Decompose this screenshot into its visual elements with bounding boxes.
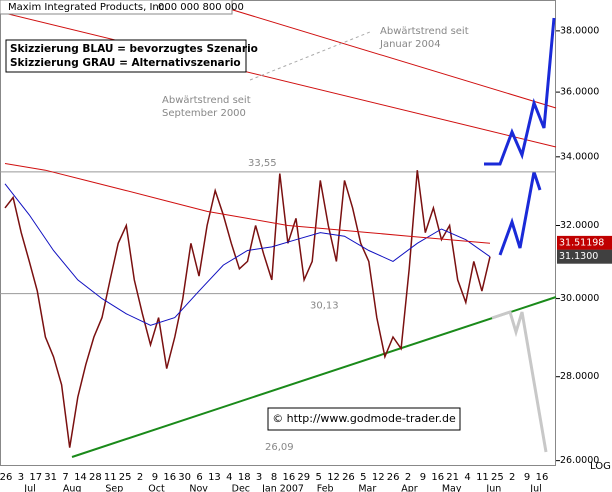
price-label: 31.1300 <box>559 251 598 262</box>
x-tick-label: 16 <box>163 472 176 483</box>
chart-title: Maxim Integrated Products, Inc. <box>8 2 167 13</box>
plot-frame <box>0 0 556 466</box>
x-tick-label: 17 <box>29 472 42 483</box>
legend-text: Skizzierung GRAU = Alternativszenario <box>10 57 241 69</box>
annotation: Abwärtstrend seit September 2000 <box>162 95 251 119</box>
y-tick-label: 38.0000 <box>560 25 599 36</box>
price-label: 31.51198 <box>559 237 604 248</box>
x-tick-label: 16 <box>536 472 549 483</box>
y-tick-label: 32.0000 <box>560 220 599 231</box>
blue-scenario <box>484 17 556 166</box>
x-tick-label: 4 <box>226 472 232 483</box>
x-tick-label: 30 <box>178 472 191 483</box>
y-tick-label: 30.0000 <box>560 293 599 304</box>
x-tick-label: 11 <box>104 472 117 483</box>
x-tick-label: 13 <box>208 472 221 483</box>
price-label-box <box>557 249 612 264</box>
x-tick-label: 26 <box>0 472 12 483</box>
x-tick-label: 31 <box>44 472 57 483</box>
series-line <box>4 170 491 448</box>
title-box <box>0 0 233 15</box>
x-month-label: Oct <box>148 484 165 492</box>
x-tick-label: 29 <box>297 472 310 483</box>
annotation-line: Januar 2004 <box>379 39 441 50</box>
x-month-label: Jul <box>23 484 35 492</box>
x-tick-label: 25 <box>491 472 504 483</box>
grey-scenario <box>491 310 548 453</box>
x-tick-label: 4 <box>464 472 470 483</box>
x-tick-label: 12 <box>327 472 340 483</box>
x-tick-label: 3 <box>18 472 24 483</box>
x-month-label: Jul <box>529 484 541 492</box>
x-tick-label: 11 <box>476 472 489 483</box>
annotation-line: September 2000 <box>162 108 246 119</box>
y-tick-label: 36.0000 <box>560 87 599 98</box>
x-month-label: Jan 2007 <box>261 484 304 492</box>
x-tick-label: 8 <box>271 472 277 483</box>
x-month-label: Jun <box>485 484 501 492</box>
x-tick-label: 26 <box>342 472 355 483</box>
support-label: 26,09 <box>265 442 294 453</box>
copyright: © http://www.godmode-trader.de <box>272 412 456 425</box>
legend-text: Skizzierung BLAU = bevorzugtes Szenario <box>10 43 258 55</box>
x-month-label: Nov <box>189 484 208 492</box>
chart-subtitle: 000 000 800 000 <box>158 2 244 13</box>
annotation-line: Abwärtstrend seit <box>162 95 251 106</box>
x-tick-label: 14 <box>74 472 87 483</box>
x-tick-label: 6 <box>196 472 202 483</box>
x-tick-label: 16 <box>431 472 444 483</box>
annotation-pointer <box>249 31 371 81</box>
x-tick-label: 9 <box>152 472 158 483</box>
x-month-label: Feb <box>317 484 334 492</box>
x-tick-label: 9 <box>524 472 530 483</box>
x-tick-label: 5 <box>315 472 321 483</box>
level-label: 30,13 <box>310 301 339 312</box>
x-tick-label: 2 <box>509 472 515 483</box>
trend-line <box>0 11 557 148</box>
x-tick-label: 18 <box>238 472 251 483</box>
y-tick-label: 26.0000 <box>560 455 599 466</box>
x-tick-label: 28 <box>89 472 102 483</box>
x-tick-label: 25 <box>119 472 132 483</box>
x-month-label: Mar <box>358 484 376 492</box>
y-tick-label: 34.0000 <box>560 151 599 162</box>
x-tick-label: 5 <box>360 472 366 483</box>
level-label: 33,55 <box>248 158 277 169</box>
x-tick-label: 12 <box>372 472 385 483</box>
x-month-label: May <box>442 484 462 492</box>
x-tick-label: 9 <box>420 472 426 483</box>
x-month-label: Dec <box>232 484 250 492</box>
y-tick-label: 28.0000 <box>560 371 599 382</box>
price-label-box <box>557 235 612 250</box>
axis-note: LOG <box>590 461 611 472</box>
series-line <box>4 183 491 326</box>
legend-box <box>5 39 247 73</box>
annotation-line: Abwärtstrend seit <box>380 26 469 37</box>
x-month-label: Sep <box>105 484 123 492</box>
x-tick-label: 26 <box>387 472 400 483</box>
series-line <box>4 163 491 244</box>
copyright-box <box>267 407 461 431</box>
x-tick-label: 7 <box>62 472 68 483</box>
x-tick-label: 21 <box>446 472 459 483</box>
blue-scenario <box>498 171 542 256</box>
support-line <box>71 296 557 458</box>
x-month-label: Apr <box>401 484 418 492</box>
annotation: Abwärtstrend seit Januar 2004 <box>379 26 469 50</box>
x-tick-label: 2 <box>137 472 143 483</box>
trend-line <box>199 0 557 109</box>
x-tick-label: 16 <box>283 472 296 483</box>
x-tick-label: 2 <box>405 472 411 483</box>
x-month-label: Aug <box>63 484 82 492</box>
x-tick-label: 3 <box>256 472 262 483</box>
